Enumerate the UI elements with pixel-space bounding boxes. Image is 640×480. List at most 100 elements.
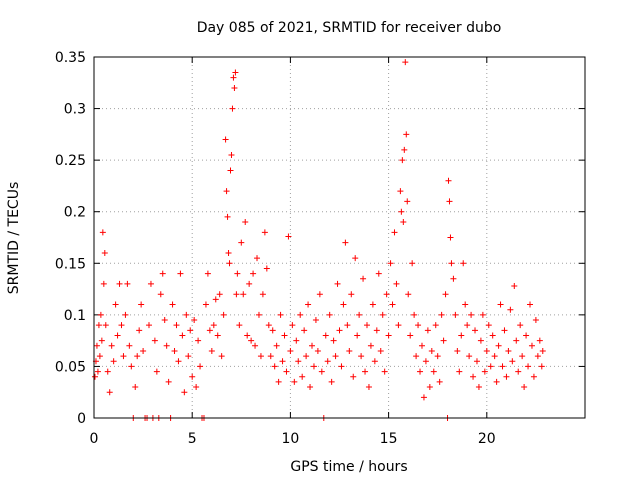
data-point	[401, 146, 408, 153]
data-point	[377, 347, 384, 354]
data-point	[230, 74, 237, 81]
data-point	[96, 353, 103, 360]
data-point	[487, 363, 494, 370]
data-point	[391, 229, 398, 236]
data-point	[446, 198, 453, 205]
data-point	[434, 353, 441, 360]
data-point	[523, 332, 530, 339]
data-point	[442, 291, 449, 298]
data-point	[528, 342, 535, 349]
data-point	[409, 260, 416, 267]
data-point	[236, 322, 243, 329]
data-point	[499, 363, 506, 370]
data-point	[267, 353, 274, 360]
data-point	[303, 353, 310, 360]
data-point	[212, 296, 219, 303]
data-point	[161, 317, 168, 324]
data-point	[179, 332, 186, 339]
data-point	[352, 255, 359, 262]
data-point	[405, 291, 412, 298]
data-point	[393, 280, 400, 287]
data-point	[417, 368, 424, 375]
data-point	[204, 270, 211, 277]
data-point	[367, 342, 374, 349]
data-point	[310, 363, 317, 370]
data-point	[136, 327, 143, 334]
data-point	[185, 353, 192, 360]
data-point	[309, 342, 316, 349]
data-point	[223, 188, 230, 195]
data-point	[307, 384, 314, 391]
data-point	[407, 332, 414, 339]
data-point	[464, 322, 471, 329]
data-point	[246, 280, 253, 287]
data-point	[527, 301, 534, 308]
data-point	[363, 322, 370, 329]
data-point	[338, 363, 345, 370]
data-point	[224, 213, 231, 220]
y-tick-label: 0.25	[55, 153, 86, 169]
data-point	[517, 322, 524, 329]
data-point	[475, 384, 482, 391]
data-point	[138, 301, 145, 308]
data-point	[254, 255, 261, 262]
data-point	[424, 327, 431, 334]
data-point	[399, 157, 406, 164]
data-point	[106, 389, 113, 396]
data-point	[489, 332, 496, 339]
data-point	[404, 198, 411, 205]
x-tick-label: 15	[380, 431, 398, 447]
data-point	[265, 322, 272, 329]
y-tick-label: 0.1	[64, 308, 86, 324]
data-point	[231, 84, 238, 91]
data-point	[462, 301, 469, 308]
data-point	[279, 358, 286, 365]
data-point	[283, 368, 290, 375]
grid	[94, 57, 585, 418]
data-point	[314, 347, 321, 354]
data-point	[242, 219, 249, 226]
data-point	[281, 332, 288, 339]
data-point	[108, 342, 115, 349]
data-point	[497, 301, 504, 308]
data-point	[369, 301, 376, 308]
data-point	[324, 358, 331, 365]
data-point	[328, 378, 335, 385]
data-point	[336, 327, 343, 334]
data-point	[145, 322, 152, 329]
data-point	[525, 363, 532, 370]
data-point	[153, 368, 160, 375]
data-point	[312, 317, 319, 324]
data-point	[460, 260, 467, 267]
data-point	[175, 358, 182, 365]
data-point	[177, 270, 184, 277]
y-tick-label: 0.2	[64, 205, 86, 221]
data-point	[94, 368, 101, 375]
data-point	[163, 342, 170, 349]
data-point	[322, 332, 329, 339]
data-point	[169, 301, 176, 308]
data-point	[354, 332, 361, 339]
data-point	[334, 280, 341, 287]
data-point	[387, 260, 394, 267]
data-point	[346, 347, 353, 354]
data-point	[228, 151, 235, 158]
data-point	[415, 322, 422, 329]
data-point	[362, 368, 369, 375]
x-tick-label: 0	[90, 431, 99, 447]
data-point	[503, 373, 510, 380]
data-point	[515, 368, 522, 375]
data-point	[99, 229, 106, 236]
data-point	[275, 378, 282, 385]
data-point	[428, 347, 435, 354]
data-point	[250, 270, 257, 277]
data-point	[397, 188, 404, 195]
x-tick-label: 10	[281, 431, 299, 447]
data-point	[477, 337, 484, 344]
data-point	[118, 322, 125, 329]
data-point	[234, 270, 241, 277]
data-point	[255, 311, 262, 318]
data-point	[297, 311, 304, 318]
data-point	[507, 306, 514, 313]
data-point	[495, 342, 502, 349]
